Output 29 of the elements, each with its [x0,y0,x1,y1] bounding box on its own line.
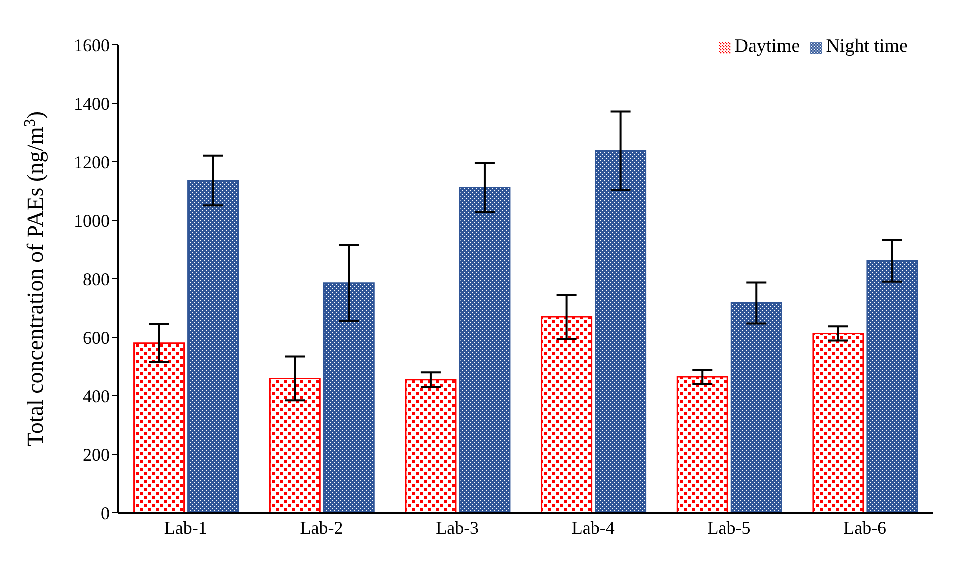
bar [134,342,186,513]
bar [595,150,647,513]
y-tick-label: 1000 [74,210,110,231]
bar [866,260,918,513]
x-tick-label: Lab-5 [708,518,751,538]
bar [188,180,240,513]
y-tick-label: 1200 [74,152,110,172]
bar [676,376,728,513]
bar [459,186,511,513]
x-tick-label: Lab-6 [844,518,887,538]
legend-label: Night time [826,36,908,57]
y-tick-label: 200 [83,444,110,465]
legend-label: Daytime [734,36,800,57]
bar [812,332,864,513]
y-tick-label: 800 [83,269,110,290]
x-tick-label: Lab-3 [436,518,480,538]
y-tick-label: 1600 [74,35,110,56]
x-tick-label: Lab-1 [164,518,208,538]
y-tick-label: 1400 [74,94,110,114]
x-tick-label: Lab-2 [300,518,344,538]
bar [269,378,321,513]
bar [405,379,457,513]
x-tick-label: Lab-4 [572,518,615,538]
y-tick-label: 0 [101,503,110,524]
bar [323,282,375,513]
bar [541,316,593,513]
bar [730,302,782,513]
y-tick-label: 400 [83,386,110,406]
y-tick-label: 600 [83,328,110,348]
